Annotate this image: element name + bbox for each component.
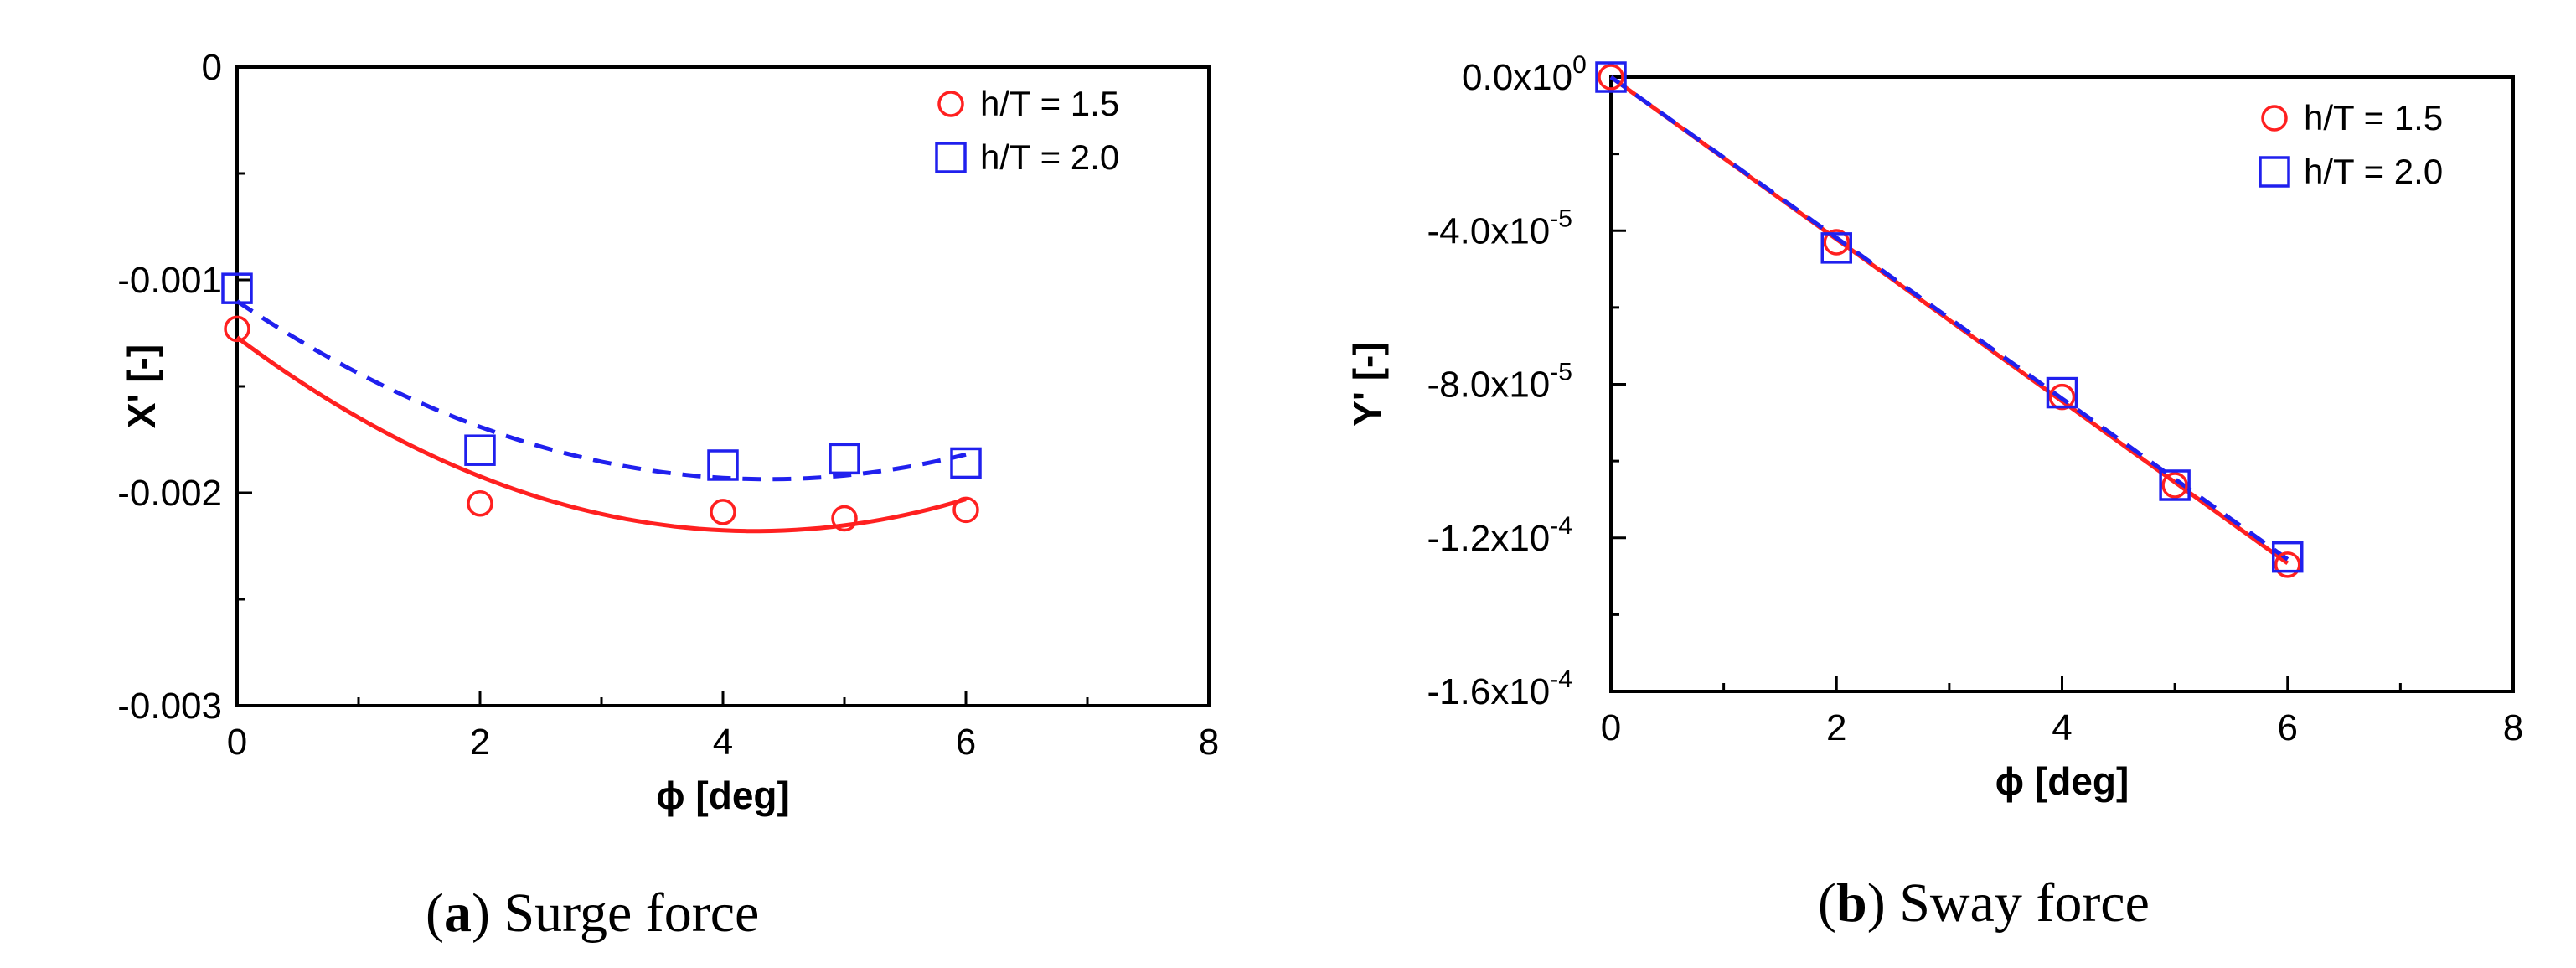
chart-b-legend-marker-1 <box>2261 105 2288 132</box>
chart-b-legend-label-2: h/T = 2.0 <box>2304 152 2443 191</box>
chart-b-point-series2 <box>1595 61 1627 93</box>
chart-a-xaxis-title: ϕ [deg] <box>656 774 790 817</box>
chart-a-xtick-label: 8 <box>1199 722 1219 763</box>
chart-a-fit-line-2 <box>235 299 967 482</box>
chart-b-ytick-label: 0.0x100 <box>1462 51 1587 98</box>
chart-a-point-series2 <box>950 447 982 479</box>
chart-a-xtick-label: 4 <box>713 722 733 763</box>
caption-a-text: Surge force <box>503 883 760 944</box>
chart-a-legend-label-1: h/T = 1.5 <box>980 84 1119 123</box>
chart-a-ytick-label: -0.003 <box>117 686 222 727</box>
caption-b-letter: b <box>1835 872 1867 934</box>
chart-b-point-series2 <box>2046 376 2078 409</box>
chart-b-xtick-label: 4 <box>2052 707 2072 748</box>
chart-b-xtick-label: 6 <box>2278 707 2298 748</box>
chart-a-yaxis-title: X' [-] <box>120 344 163 428</box>
chart-a-point-series1 <box>467 489 493 517</box>
chart-a-ytick-label: 0 <box>202 47 222 88</box>
chart-a-xtick-label: 6 <box>956 722 976 763</box>
chart-a-fit-line-1 <box>235 335 967 534</box>
chart-a-point-series2 <box>829 443 860 475</box>
caption-a-letter: a <box>443 883 472 944</box>
chart-b-point-series2 <box>2272 541 2304 573</box>
chart-b-fit-line-2 <box>1609 75 2289 562</box>
chart-b-point-series1 <box>2161 472 2188 499</box>
chart-b-xtick-label: 8 <box>2503 707 2523 748</box>
chart-a-point-series2 <box>464 434 496 466</box>
chart-b-sway: 0 2 4 6 8 0.0x100 -4.0x10-5 -8.0x10-5 -1.2x10-4 -… <box>1345 51 2523 803</box>
chart-b-xtick-label: 0 <box>1601 707 1621 748</box>
chart-a-point-series1 <box>224 315 250 343</box>
chart-b-point-series1 <box>1598 64 1624 91</box>
chart-a-ytick-label: -0.001 <box>117 260 222 301</box>
chart-b-legend-label-1: h/T = 1.5 <box>2304 98 2443 137</box>
caption-b-text: Sway force <box>1899 872 2150 934</box>
chart-b-point-series2 <box>2159 469 2191 501</box>
chart-b-yaxis-title: Y' [-] <box>1345 342 1389 426</box>
chart-a-point-series1 <box>710 499 736 525</box>
chart-b-xtick-label: 2 <box>1826 707 1846 748</box>
chart-a-legend-marker-1 <box>937 91 964 117</box>
chart-b-point-series1 <box>2274 551 2301 578</box>
chart-b-point-series2 <box>1820 232 1852 264</box>
chart-b-point-series1 <box>1823 229 1850 256</box>
chart-a-point-series1 <box>831 505 858 532</box>
caption-b: (b) Sway force <box>1818 872 2150 934</box>
chart-a-ytick-label: -0.002 <box>117 473 222 514</box>
chart-b-point-series1 <box>2048 383 2076 411</box>
chart-a-point-series2 <box>221 272 253 304</box>
chart-b-ytick-label: -4.0x10-5 <box>1427 204 1572 251</box>
chart-a-point-series2 <box>707 449 739 481</box>
chart-b-ytick-label: -8.0x10-5 <box>1427 359 1572 406</box>
chart-a-surge: 0 2 4 6 8 0 -0.001 -0.002 -0.003 ϕ [deg] X' [-] h/T… <box>117 47 1219 817</box>
chart-b-ytick-label: -1.6x10-4 <box>1427 665 1572 712</box>
caption-a: (a) Surge force <box>426 883 760 944</box>
chart-a-point-series1 <box>952 496 979 524</box>
chart-a-xtick-label: 2 <box>470 722 490 763</box>
chart-a-legend-marker-2 <box>935 142 967 173</box>
chart-b-ytick-label: -1.2x10-4 <box>1427 512 1572 559</box>
chart-b-legend-marker-2 <box>2259 156 2290 188</box>
chart-a-legend-label-2: h/T = 2.0 <box>980 137 1119 177</box>
chart-b-xaxis-title: ϕ [deg] <box>1995 759 2129 803</box>
chart-a-xtick-label: 0 <box>227 722 247 763</box>
